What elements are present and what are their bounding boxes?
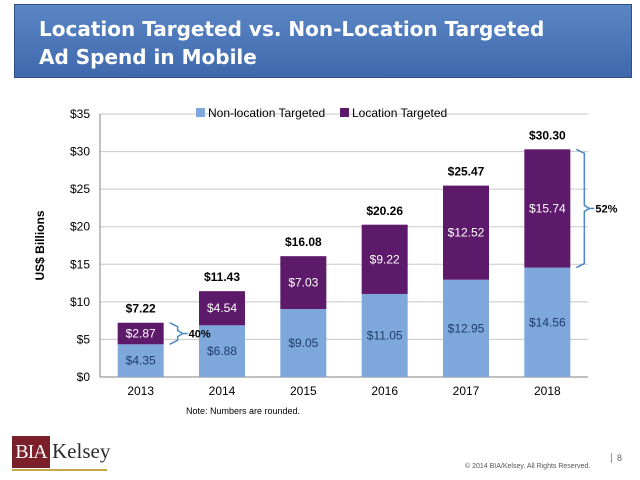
bracket: [169, 322, 185, 345]
slide-title-line-1: Location Targeted vs. Non-Location Targe…: [39, 17, 545, 41]
y-tick-label: $15: [70, 257, 90, 271]
data-label: $4.35: [126, 354, 156, 368]
bar-non-location-2014: [199, 325, 245, 377]
bar-location-2014: [199, 291, 245, 326]
chart-note: Note: Numbers are rounded.: [186, 406, 301, 416]
legend-swatch: [196, 108, 205, 117]
slide-title-line-2: Ad Spend in Mobile: [39, 45, 257, 69]
data-label: $2.87: [126, 327, 156, 341]
y-tick-label: $10: [70, 295, 90, 309]
data-label: $9.05: [288, 336, 318, 350]
data-label: $12.52: [448, 226, 485, 240]
total-label: $7.22: [126, 302, 156, 316]
bar-location-2018: [524, 149, 571, 268]
total-label: $20.26: [366, 204, 403, 218]
bar-non-location-2013: [117, 344, 164, 377]
y-tick-label: $30: [70, 145, 90, 159]
total-label: $30.30: [529, 128, 566, 142]
y-tick-label: $5: [77, 332, 91, 346]
bar-location-2016: [361, 224, 408, 294]
x-tick-label: 2013: [127, 384, 154, 398]
bar-non-location-2016: [361, 293, 408, 377]
data-label: $6.88: [207, 344, 237, 358]
x-tick-label: 2015: [290, 384, 317, 398]
annotation-label: 52%: [595, 203, 617, 215]
data-label: $15.74: [529, 201, 566, 215]
legend-swatch: [340, 108, 349, 117]
bar-non-location-2017: [443, 279, 489, 377]
bar-location-2017: [443, 185, 489, 280]
annotation-label: 40%: [189, 329, 211, 341]
y-tick-label: $20: [70, 220, 90, 234]
data-label: $7.03: [288, 276, 318, 290]
legend-label: Location Targeted: [352, 106, 447, 120]
data-label: $9.22: [370, 252, 400, 266]
logo-wordmark: Kelsey: [52, 439, 111, 463]
y-tick-label: $35: [70, 107, 90, 121]
y-tick-label: $0: [77, 370, 91, 384]
data-label: $11.05: [367, 328, 403, 342]
total-label: $16.08: [285, 235, 322, 249]
data-label: $14.56: [529, 315, 566, 329]
total-label: $11.43: [204, 270, 240, 284]
data-label: $12.95: [448, 321, 485, 335]
bar-non-location-2015: [280, 308, 327, 377]
logo-mark: BIA: [12, 436, 50, 471]
y-tick-label: $25: [70, 182, 90, 196]
x-tick-label: 2016: [371, 384, 398, 398]
x-tick-label: 2014: [209, 384, 236, 398]
bar-non-location-2018: [524, 267, 571, 377]
page-number: 8: [611, 453, 622, 463]
title-banner: Location Targeted vs. Non-Location Targe…: [14, 4, 632, 78]
bar-location-2013: [117, 322, 164, 345]
bracket: [575, 148, 591, 269]
data-label: $4.54: [207, 301, 237, 315]
x-tick-label: 2017: [453, 384, 480, 398]
total-label: $25.47: [448, 165, 485, 179]
copyright-notice: © 2014 BIA/Kelsey. All Rights Reserved.: [465, 463, 591, 470]
x-tick-label: 2018: [534, 384, 561, 398]
logo-underline: [12, 469, 107, 471]
y-axis-title: US$ Billions: [33, 210, 47, 280]
legend-label: Non-location Targeted: [208, 106, 325, 120]
bar-location-2015: [280, 256, 327, 309]
